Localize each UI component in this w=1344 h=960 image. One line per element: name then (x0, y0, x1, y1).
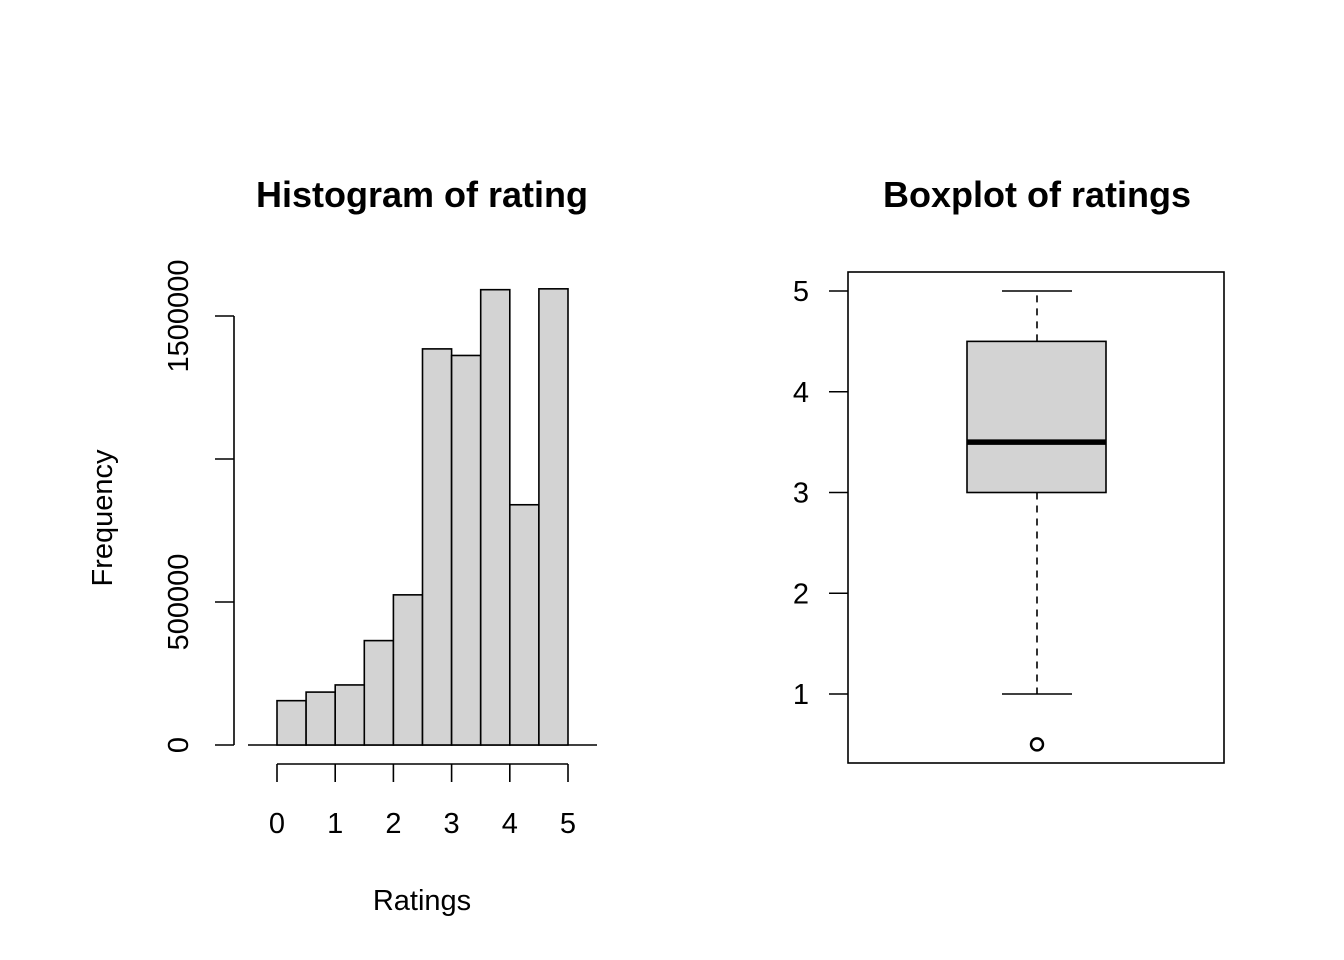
histogram-title: Histogram of rating (256, 174, 588, 215)
boxplot-y-tick-label: 4 (793, 377, 809, 409)
histogram-bar (334, 684, 366, 746)
histogram-bar (508, 503, 540, 746)
histogram-bar (479, 288, 511, 746)
histogram-x-tick-label: 3 (444, 808, 460, 840)
histogram-bar (450, 354, 482, 746)
histogram-y-tick-label: 0 (163, 737, 195, 753)
boxplot-box (966, 340, 1107, 494)
boxplot-y-tick-label: 5 (793, 276, 809, 308)
boxplot-marks (966, 290, 1107, 752)
histogram-bar (305, 691, 337, 746)
boxplot-plot-frame (847, 271, 1225, 764)
histogram-x-tick-label: 2 (385, 808, 401, 840)
boxplot-panel: Boxplot of ratings 1 2 3 4 5 (793, 174, 1225, 764)
histogram-y-axis-label: Frequency (87, 449, 119, 587)
boxplot-y-axis: 1 2 3 4 5 (793, 276, 848, 711)
histogram-x-tick-label: 1 (327, 808, 343, 840)
histogram-x-tick-label: 4 (502, 808, 518, 840)
histogram-bar (363, 639, 395, 746)
histogram-y-axis: 0 500000 1500000 (163, 260, 235, 753)
histogram-bar (538, 288, 569, 746)
boxplot-title: Boxplot of ratings (883, 174, 1191, 215)
boxplot-y-tick-label: 2 (793, 578, 809, 610)
histogram-bar (276, 699, 307, 746)
boxplot-y-tick-label: 1 (793, 679, 809, 711)
histogram-bar (392, 594, 424, 746)
histogram-x-tick-label: 5 (560, 808, 576, 840)
histogram-bar (421, 348, 453, 746)
histogram-bars (248, 288, 597, 746)
histogram-y-tick-label: 500000 (163, 554, 195, 651)
histogram-y-tick-label: 1500000 (163, 260, 195, 373)
histogram-x-axis-label: Ratings (373, 885, 471, 917)
boxplot-outlier-point (1029, 737, 1045, 752)
histogram-panel: Histogram of rating Ratings Frequency 0 1… (87, 174, 597, 917)
histogram-x-tick-label: 0 (269, 808, 285, 840)
histogram-x-axis: 0 1 2 3 4 5 (269, 763, 576, 840)
boxplot-y-tick-label: 3 (793, 478, 809, 510)
